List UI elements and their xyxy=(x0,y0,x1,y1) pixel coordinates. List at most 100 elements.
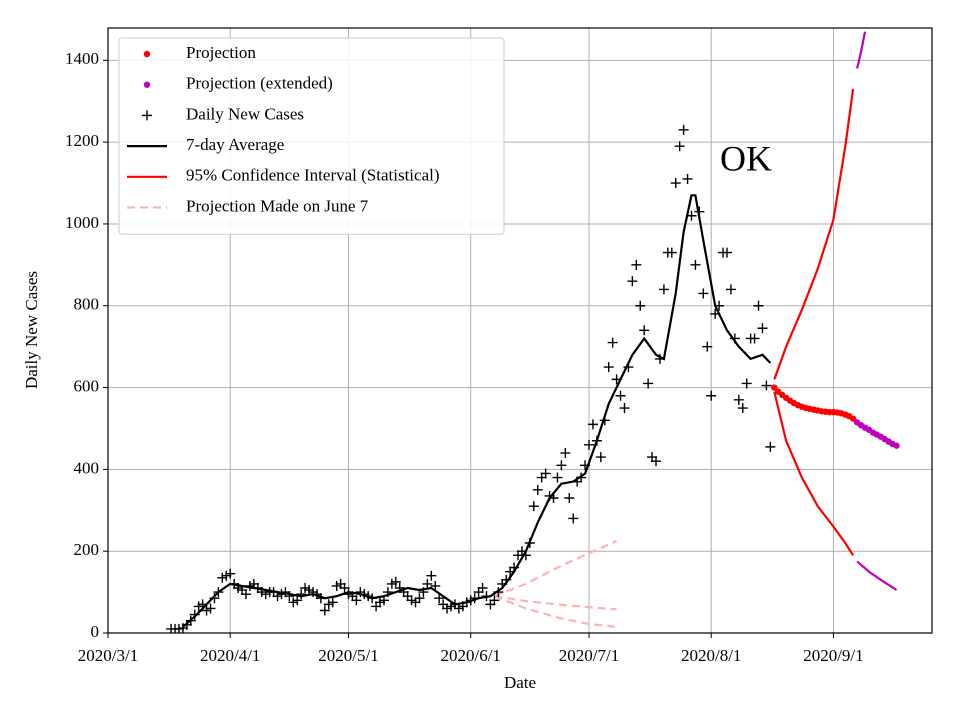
x-tick-label: 2020/8/1 xyxy=(681,646,741,665)
plus-marker xyxy=(205,603,216,614)
plus-marker xyxy=(615,390,626,401)
line xyxy=(856,31,867,69)
plus-marker xyxy=(591,435,602,446)
point xyxy=(893,442,900,449)
plus-marker xyxy=(520,550,531,561)
legend-label: 7-day Average xyxy=(186,135,284,154)
plus-marker xyxy=(430,580,441,591)
plus-marker xyxy=(580,460,591,471)
plus-marker xyxy=(686,210,697,221)
x-tick-label: 2020/6/1 xyxy=(440,646,500,665)
plus-marker xyxy=(213,587,224,598)
y-tick-label: 400 xyxy=(74,458,100,477)
plus-marker xyxy=(390,576,401,587)
plus-marker xyxy=(599,415,610,426)
plus-marker xyxy=(611,374,622,385)
y-tick-label: 1200 xyxy=(65,131,99,150)
dashed-line xyxy=(493,539,618,598)
plus-marker xyxy=(225,568,236,579)
plus-marker xyxy=(576,472,587,483)
plus-marker xyxy=(706,390,717,401)
legend-label: Projection xyxy=(186,43,256,62)
plus-marker xyxy=(690,259,701,270)
plus-marker xyxy=(367,593,378,604)
plus-marker xyxy=(725,284,736,295)
plus-marker xyxy=(698,288,709,299)
plus-marker xyxy=(339,583,350,594)
x-axis-label: Date xyxy=(504,673,536,692)
y-axis-label: Daily New Cases xyxy=(22,271,41,389)
line xyxy=(182,194,772,628)
plus-marker xyxy=(682,173,693,184)
plus-marker xyxy=(635,300,646,311)
plus-marker xyxy=(678,124,689,135)
plus-marker xyxy=(639,325,650,336)
plus-marker xyxy=(327,597,338,608)
plus-marker xyxy=(741,378,752,389)
x-tick-label: 2020/7/1 xyxy=(559,646,619,665)
legend: Projection Projection (extended) Daily New… xyxy=(118,37,505,235)
plus-marker xyxy=(481,591,492,602)
plus-marker xyxy=(607,337,618,348)
plus-marker xyxy=(568,513,579,524)
plus-marker xyxy=(583,439,594,450)
x-tick-label: 2020/5/1 xyxy=(318,646,378,665)
plus-marker xyxy=(737,403,748,414)
y-tick-label: 0 xyxy=(91,622,100,641)
plus-marker xyxy=(240,589,251,600)
plus-marker xyxy=(209,593,220,604)
plus-marker xyxy=(761,380,772,391)
y-tick-label: 200 xyxy=(74,540,100,559)
legend-label: Daily New Cases xyxy=(186,104,304,123)
plus-marker xyxy=(426,570,437,581)
plus-marker xyxy=(627,276,638,287)
plus-marker xyxy=(552,472,563,483)
plus-marker xyxy=(418,587,429,598)
plus-marker xyxy=(721,247,732,258)
plus-marker xyxy=(749,333,760,344)
line xyxy=(773,391,855,556)
plus-marker xyxy=(319,605,330,616)
plot-frame xyxy=(107,27,933,634)
plus-marker xyxy=(560,448,571,459)
plus-marker xyxy=(524,538,535,549)
legend-label: 95% Confidence Interval (Statistical) xyxy=(186,166,440,185)
plus-marker xyxy=(714,300,725,311)
plus-marker xyxy=(422,578,433,589)
plus-marker xyxy=(556,460,567,471)
plus-marker xyxy=(587,419,598,430)
plus-marker xyxy=(710,308,721,319)
legend-marker xyxy=(143,50,151,58)
plus-marker xyxy=(603,362,614,373)
x-tick-label: 2020/4/1 xyxy=(200,646,260,665)
ticks: 0 200 400 600 800 1000 1200 1400 2020/3/1 2020/4/… xyxy=(65,49,864,665)
plus-marker xyxy=(501,574,512,585)
plus-marker xyxy=(666,247,677,258)
plus-marker xyxy=(532,484,543,495)
plus-marker xyxy=(284,591,295,602)
plus-marker xyxy=(654,353,665,364)
plus-marker xyxy=(493,587,504,598)
y-tick-label: 1000 xyxy=(65,213,99,232)
annotation: OK xyxy=(720,138,772,178)
plus-marker xyxy=(733,394,744,405)
plus-marker xyxy=(477,583,488,594)
legend-box xyxy=(118,37,505,235)
legend-marker xyxy=(142,110,152,121)
plus-marker xyxy=(729,333,740,344)
plus-marker xyxy=(528,501,539,512)
plus-marker xyxy=(315,593,326,604)
plus-marker xyxy=(414,593,425,604)
plus-marker xyxy=(378,595,389,606)
plus-marker xyxy=(670,178,681,189)
dashed-line xyxy=(494,595,617,611)
plus-marker xyxy=(651,456,662,467)
plus-marker xyxy=(595,452,606,463)
plus-marker xyxy=(382,587,393,598)
y-tick-label: 800 xyxy=(74,295,100,314)
legend-marker xyxy=(143,81,151,88)
plus-marker xyxy=(674,141,685,152)
plus-marker xyxy=(469,593,480,604)
line xyxy=(856,560,898,591)
point xyxy=(771,384,778,391)
